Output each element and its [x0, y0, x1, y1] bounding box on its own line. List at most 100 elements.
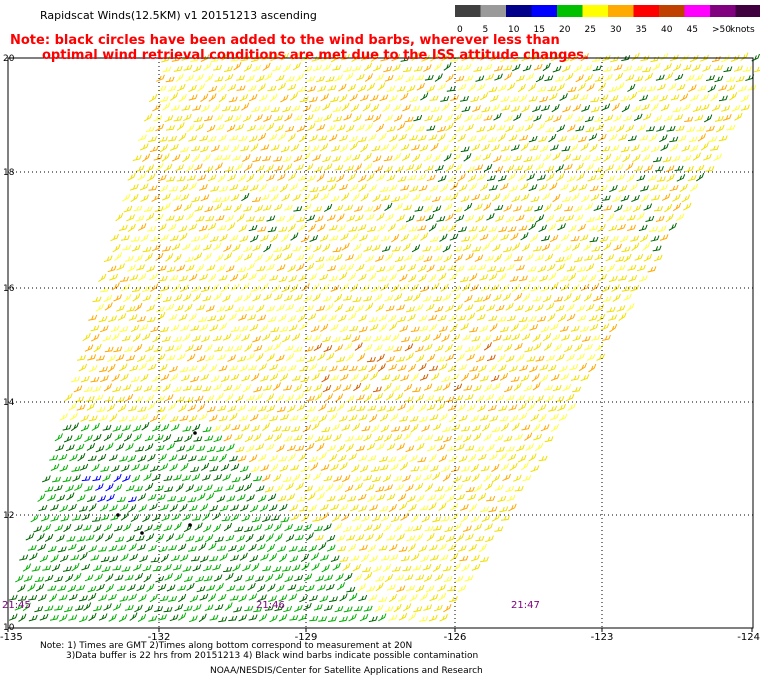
- wind-barb: [450, 145, 460, 152]
- wind-barb: [334, 74, 343, 82]
- wind-barb: [290, 143, 300, 152]
- wind-barb: [161, 153, 170, 162]
- wind-barb: [588, 363, 597, 373]
- wind-barb: [559, 275, 569, 282]
- wind-barb: [261, 105, 270, 112]
- wind-barb: [283, 252, 293, 261]
- wind-barb: [476, 126, 486, 133]
- wind-barb: [157, 353, 166, 362]
- wind-barb: [509, 462, 518, 471]
- wind-barb: [278, 314, 287, 322]
- wind-barb: [565, 393, 575, 402]
- wind-barb: [162, 296, 172, 303]
- wind-barb: [250, 143, 259, 152]
- wind-barb: [457, 584, 467, 593]
- wind-barb: [138, 362, 147, 371]
- wind-barb: [56, 534, 65, 542]
- wind-barb: [213, 202, 223, 211]
- wind-barb: [405, 164, 415, 171]
- wind-barb: [169, 415, 179, 422]
- wind-barb: [207, 593, 217, 602]
- wind-barb: [708, 136, 718, 143]
- wind-barb: [166, 266, 176, 273]
- wind-barb: [225, 534, 235, 542]
- wind-barb: [485, 393, 495, 401]
- wind-barb: [226, 495, 236, 502]
- wind-barb: [122, 193, 131, 202]
- wind-barb: [595, 304, 604, 312]
- wind-barb: [297, 86, 307, 93]
- wind-barb: [145, 213, 155, 221]
- wind-barb: [241, 282, 250, 291]
- wind-barb: [273, 293, 283, 301]
- wind-barb: [31, 565, 41, 572]
- wind-barb: [264, 523, 274, 531]
- wind-barb: [292, 473, 301, 482]
- wind-barb: [697, 85, 707, 91]
- wind-barb: [205, 73, 214, 83]
- wind-barb: [552, 243, 561, 252]
- wind-barb: [68, 402, 77, 411]
- wind-barb: [112, 425, 122, 432]
- wind-barb: [149, 594, 158, 603]
- wind-barb: [397, 594, 407, 602]
- wind-barb: [336, 213, 345, 222]
- wind-barb: [349, 183, 359, 192]
- wind-barb: [131, 286, 141, 293]
- wind-barb: [332, 155, 342, 162]
- wind-barb: [119, 455, 129, 462]
- wind-barb: [476, 173, 486, 181]
- wind-barb: [630, 235, 640, 242]
- wind-barb: [604, 114, 614, 122]
- wind-barb: [500, 515, 510, 521]
- wind-barb: [716, 124, 725, 133]
- wind-barb: [236, 213, 245, 222]
- wind-barb: [266, 174, 275, 182]
- wind-barb: [417, 456, 427, 463]
- wind-barb: [222, 205, 232, 211]
- wind-barb: [50, 515, 60, 522]
- wind-barb: [544, 75, 554, 82]
- wind-barb: [277, 82, 286, 91]
- wind-barb: [445, 213, 454, 222]
- wind-barb: [483, 383, 493, 392]
- wind-barb: [257, 494, 267, 503]
- wind-barb: [236, 534, 245, 543]
- wind-barb: [623, 253, 632, 263]
- wind-barb: [634, 165, 644, 172]
- wind-barb: [547, 223, 557, 232]
- wind-barb: [625, 74, 635, 81]
- wind-barb: [145, 126, 155, 132]
- wind-barb: [354, 434, 364, 441]
- lon-tick-label: -132: [148, 632, 171, 643]
- wind-barb: [162, 434, 172, 443]
- wind-barb: [276, 215, 286, 222]
- wind-barb: [656, 176, 666, 182]
- wind-barb: [196, 304, 205, 311]
- wind-barb: [303, 602, 312, 611]
- wind-barb: [429, 236, 439, 243]
- wind-barb: [386, 443, 396, 451]
- wind-barb: [173, 204, 183, 212]
- wind-barb: [255, 216, 265, 222]
- wind-barb: [133, 205, 143, 212]
- wind-barb: [587, 174, 597, 182]
- wind-barb: [421, 424, 430, 432]
- wind-barb: [462, 63, 472, 71]
- wind-barb: [258, 613, 268, 622]
- wind-barb: [570, 93, 579, 101]
- wind-barb: [606, 263, 616, 273]
- wind-barb: [27, 544, 37, 551]
- wind-barb: [171, 243, 181, 251]
- wind-barb: [281, 426, 291, 432]
- wind-barb: [223, 65, 233, 73]
- wind-barb: [105, 584, 114, 593]
- wind-barb: [300, 376, 310, 383]
- wind-barb: [522, 293, 531, 302]
- wind-barb: [170, 104, 180, 111]
- wind-barb: [421, 105, 430, 112]
- wind-barb: [386, 534, 396, 541]
- wind-barb: [319, 273, 329, 281]
- wind-barb: [305, 584, 315, 592]
- wind-barb: [263, 384, 272, 391]
